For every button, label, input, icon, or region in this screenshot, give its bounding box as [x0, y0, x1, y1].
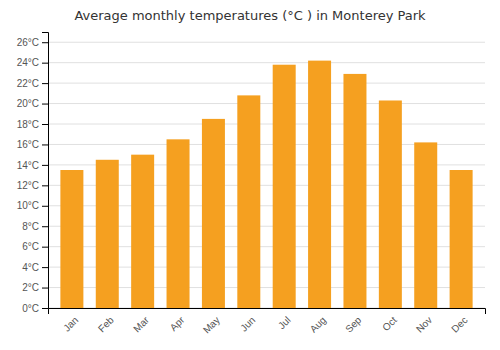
x-tick-label: Oct [380, 314, 399, 333]
y-tick: 18°C [17, 119, 48, 130]
grid-line [48, 124, 485, 125]
y-tick-mark [42, 42, 48, 43]
y-tick-mark [42, 308, 48, 309]
y-tick-mark [42, 83, 48, 84]
y-tick: 10°C [17, 200, 48, 211]
y-tick-mark [42, 288, 48, 289]
y-tick-mark [42, 104, 48, 105]
y-tick: 12°C [17, 180, 48, 191]
bar [273, 65, 296, 308]
y-tick-label: 14°C [17, 160, 39, 171]
bar [379, 100, 402, 308]
x-tick: Mar [131, 314, 151, 334]
y-tick: 22°C [17, 78, 48, 89]
bar [308, 61, 331, 308]
x-tick-label: May [201, 314, 222, 335]
y-tick-mark [42, 124, 48, 125]
bar [414, 142, 437, 308]
y-tick: 14°C [17, 160, 48, 171]
x-tick: Jul [276, 314, 293, 331]
y-tick-mark [42, 165, 48, 166]
chart: Jan Feb Mar Apr May Jun Jul Aug Sep Oct Nov Dec 0°C 2… [0, 0, 500, 350]
y-tick-mark [42, 63, 48, 64]
y-tick-label: 18°C [17, 119, 39, 130]
x-tick: Aug [308, 314, 328, 334]
bar [202, 119, 225, 308]
grid-line [48, 42, 485, 43]
x-axis-line [49, 309, 486, 315]
x-tick-label: Dec [449, 314, 469, 334]
y-tick: 16°C [17, 139, 48, 150]
y-tick: 24°C [17, 57, 48, 68]
grid [48, 42, 485, 308]
y-tick-mark [42, 226, 48, 227]
y-tick-label: 2°C [22, 282, 39, 293]
y-tick-label: 20°C [17, 98, 39, 109]
x-tick-label: Apr [168, 314, 187, 333]
y-tick-mark [42, 247, 48, 248]
y-tick-label: 10°C [17, 200, 39, 211]
x-tick: Oct [380, 314, 399, 333]
y-tick-mark [42, 206, 48, 207]
x-tick: Apr [168, 314, 187, 333]
x-tick: Jun [238, 314, 257, 333]
grid-line [48, 103, 485, 104]
y-tick-label: 12°C [17, 180, 39, 191]
x-tick-label: Jan [61, 314, 80, 333]
y-tick-label: 16°C [17, 139, 39, 150]
y-tick-mark [42, 185, 48, 186]
y-tick-label: 24°C [17, 57, 39, 68]
y-axis-line [42, 33, 49, 309]
grid-line [48, 83, 485, 84]
y-tick: 8°C [22, 221, 48, 232]
y-tick-label: 22°C [17, 78, 39, 89]
y-tick: 26°C [17, 37, 48, 48]
title: Average monthly temperatures (°C ) in Mo… [74, 8, 426, 23]
bars [60, 61, 472, 308]
x-tick-label: Jun [238, 314, 257, 333]
x-tick: May [201, 314, 222, 335]
y-tick-label: 4°C [22, 262, 39, 273]
x-tick: Nov [414, 314, 434, 334]
x-tick-label: Mar [131, 314, 151, 334]
x-axis: Jan Feb Mar Apr May Jun Jul Aug Sep Oct Nov Dec [49, 309, 486, 336]
y-axis: 0°C 2°C 4°C 6°C 8°C 10°C 12°C 14°C 16°C 18°C 20°C 2… [17, 33, 49, 314]
x-tick-label: Jul [276, 314, 293, 331]
x-tick: Sep [343, 314, 364, 335]
y-tick: 6°C [22, 241, 48, 252]
y-tick-label: 8°C [22, 221, 39, 232]
bar [450, 170, 473, 308]
x-tick-label: Aug [308, 314, 328, 334]
bar [343, 74, 366, 308]
x-tick-label: Sep [343, 314, 364, 335]
y-tick: 20°C [17, 98, 48, 109]
x-tick-label: Feb [96, 314, 116, 334]
bar [167, 139, 190, 308]
plot: Jan Feb Mar Apr May Jun Jul Aug Sep Oct Nov Dec 0°C 2… [17, 33, 486, 336]
x-tick: Jan [61, 314, 80, 333]
y-tick-label: 6°C [22, 241, 39, 252]
y-tick: 4°C [22, 262, 48, 273]
y-tick-mark [42, 144, 48, 145]
x-tick: Dec [449, 314, 469, 334]
y-tick-label: 26°C [17, 37, 39, 48]
y-tick: 2°C [22, 282, 48, 293]
y-tick: 0°C [22, 303, 48, 314]
x-tick-label: Nov [414, 314, 434, 334]
bar [96, 160, 119, 308]
x-tick: Feb [96, 314, 116, 334]
y-tick-label: 0°C [22, 303, 39, 314]
y-tick-mark [42, 267, 48, 268]
bar [237, 95, 260, 308]
bar [60, 170, 83, 308]
grid-line [48, 62, 485, 63]
bar [131, 155, 154, 308]
